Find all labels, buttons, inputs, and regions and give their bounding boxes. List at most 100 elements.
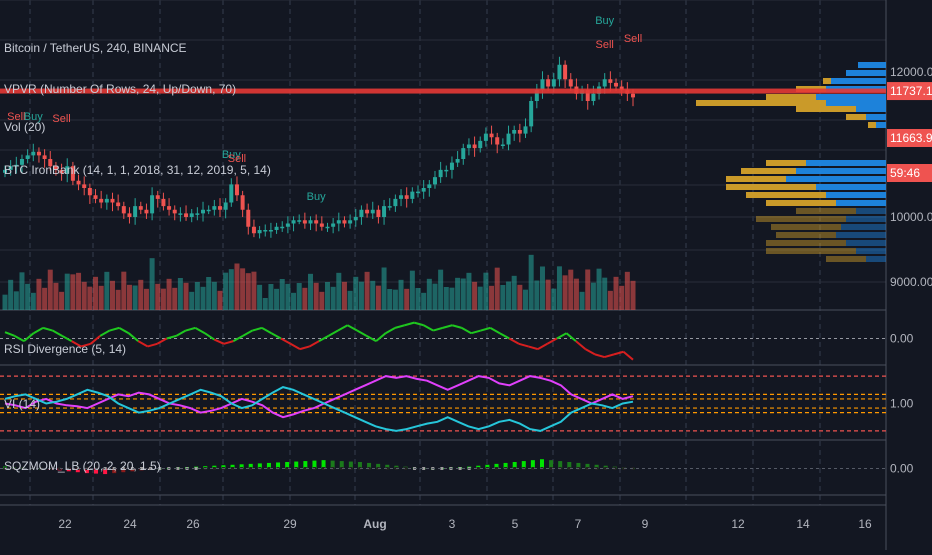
- candle-body-89: [506, 133, 511, 145]
- candle-body-50: [285, 223, 290, 227]
- rsi-segment-29: [270, 332, 282, 340]
- vp-up-13: [826, 192, 886, 198]
- x-tick-2: 26: [186, 517, 200, 531]
- candle-body-109: [619, 86, 624, 91]
- volume-bar-61: [347, 290, 353, 310]
- volume-bar-60: [341, 281, 347, 310]
- volume-bar-2: [13, 291, 19, 310]
- candle-body-87: [495, 137, 500, 145]
- vp-up-0: [858, 62, 886, 68]
- sqz-dot-50: [458, 467, 462, 470]
- sqz-bar-54: [494, 463, 499, 469]
- candle-body-42: [240, 195, 245, 210]
- sqz-bar-9: [84, 468, 89, 474]
- sqz-dot-2: [21, 467, 25, 470]
- volume-bar-66: [375, 285, 381, 310]
- candle-body-19: [110, 198, 115, 203]
- vp-down-19: [766, 240, 846, 246]
- volume-bar-8: [47, 269, 53, 310]
- vp-down-18: [776, 232, 836, 238]
- rsi-segment-53: [499, 332, 510, 340]
- sqz-dot-15: [140, 467, 144, 470]
- candle-body-73: [416, 191, 421, 194]
- candle-body-1: [8, 166, 13, 170]
- candle-body-23: [133, 206, 138, 217]
- sqz-bar-25: [230, 464, 235, 469]
- rsi-segment-46: [432, 326, 443, 332]
- rsi-segment-39: [366, 334, 377, 343]
- candle-body-68: [387, 206, 392, 208]
- vp-up-11: [786, 176, 886, 182]
- candle-body-104: [591, 93, 596, 101]
- volume-bar-11: [64, 273, 70, 310]
- volume-bar-15: [87, 286, 93, 310]
- volume-bar-97: [551, 288, 557, 310]
- vp-up-6: [856, 106, 886, 112]
- volume-bar-35: [200, 286, 206, 310]
- sqz-bar-57: [521, 461, 526, 469]
- volume-bar-102: [579, 291, 585, 310]
- vp-down-4: [766, 94, 816, 100]
- rsi-segment-54: [508, 337, 520, 345]
- rsi-segment-65: [613, 350, 624, 356]
- pane-tick-1-0: 1.00: [890, 397, 914, 411]
- rsi-segment-6: [52, 329, 63, 337]
- rsi-segment-15: [137, 340, 149, 348]
- candle-body-15: [87, 188, 92, 196]
- rsi-segment-66: [622, 350, 634, 361]
- sqz-bar-64: [585, 463, 590, 469]
- volume-bar-24: [138, 279, 144, 310]
- candle-body-70: [399, 195, 404, 199]
- vp-up-5: [826, 100, 886, 106]
- legends: Bitcoin / TetherUS, 240, BINANCE VPVR (Nu…: [4, 41, 271, 473]
- sqz-dot-23: [212, 467, 216, 470]
- sqz-bar-13: [121, 468, 126, 473]
- candle-body-77: [438, 169, 443, 178]
- rsi-segment-25: [232, 334, 244, 343]
- candle-body-93: [529, 101, 534, 127]
- sqz-bar-36: [330, 460, 335, 469]
- rsi-segment-9: [80, 342, 91, 348]
- volume-bar-67: [381, 267, 387, 310]
- candle-body-32: [184, 213, 189, 217]
- volume-bar-62: [353, 276, 359, 310]
- volume-bar-21: [121, 271, 127, 310]
- sqz-bar-31: [285, 462, 290, 469]
- price-tag-0: 11737.13: [890, 84, 932, 98]
- vp-up-12: [816, 184, 886, 190]
- volume-bar-4: [25, 283, 31, 310]
- rsi-segment-55: [518, 342, 529, 348]
- sqz-dot-54: [494, 467, 498, 470]
- volume-bar-79: [449, 287, 455, 310]
- x-tick-0: 22: [58, 517, 72, 531]
- candle-body-57: [325, 226, 330, 229]
- candle-body-92: [523, 126, 528, 134]
- vp-up-17: [841, 224, 886, 230]
- candle-body-62: [353, 217, 358, 221]
- candle-body-74: [421, 188, 426, 192]
- vp-up-21: [866, 256, 886, 262]
- vp-up-20: [856, 248, 886, 254]
- candle-body-39: [223, 202, 228, 210]
- volume-bar-48: [274, 288, 280, 310]
- sqz-dot-27: [249, 467, 253, 470]
- rsi-segment-4: [33, 327, 44, 335]
- sqz-dot-29: [267, 467, 271, 470]
- candle-body-91: [517, 130, 522, 134]
- vp-up-16: [846, 216, 886, 222]
- volume-bars: [2, 254, 636, 310]
- rsi-segment-13: [118, 327, 130, 335]
- candle-body-12: [70, 166, 75, 181]
- candle-body-95: [540, 79, 545, 91]
- candle-body-49: [280, 226, 285, 229]
- candle-body-3: [19, 159, 24, 165]
- vp-down-12: [726, 184, 816, 190]
- candle-body-58: [331, 223, 336, 227]
- sqz-bar-58: [530, 460, 535, 469]
- volume-bar-91: [517, 284, 523, 310]
- rsi-segment-12: [109, 326, 120, 332]
- candle-body-11: [65, 166, 70, 174]
- rsi-segment-44: [413, 321, 424, 327]
- rsi-segment-23: [213, 338, 225, 345]
